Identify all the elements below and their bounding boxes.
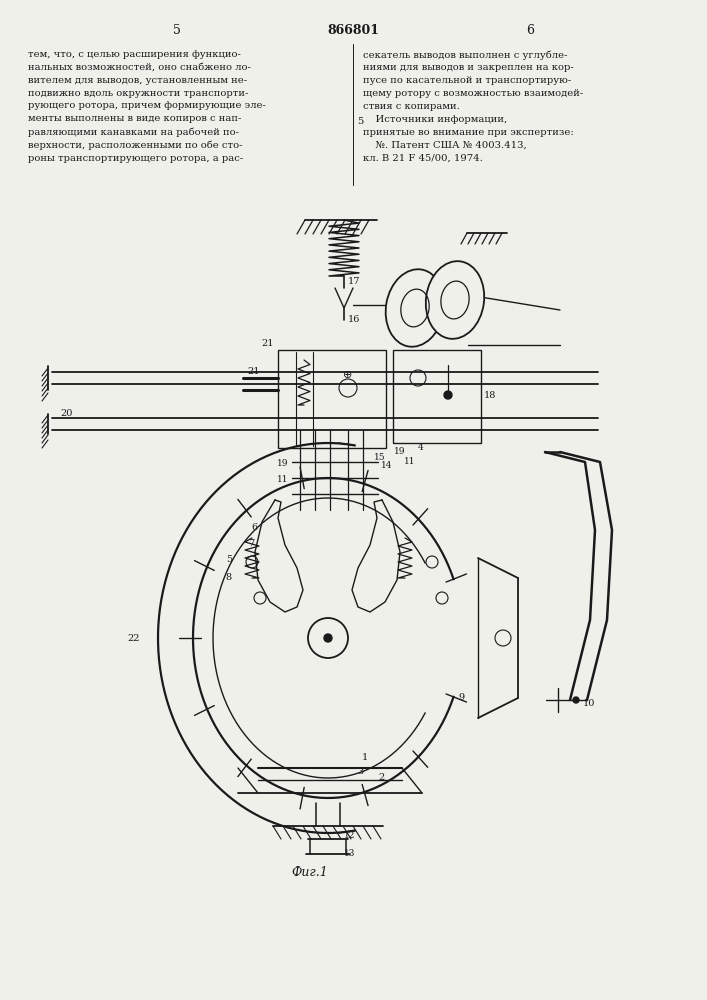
- Text: 20: 20: [60, 408, 72, 418]
- Circle shape: [573, 697, 579, 703]
- Text: 12: 12: [344, 832, 356, 840]
- Circle shape: [444, 391, 452, 399]
- Text: 19: 19: [276, 458, 288, 468]
- Text: 5: 5: [226, 556, 232, 564]
- Text: тем, что, с целью расширения функцио-
нальных возможностей, оно снабжено ло-
вит: тем, что, с целью расширения функцио- на…: [28, 50, 266, 163]
- Text: 19: 19: [394, 448, 406, 456]
- Text: 10: 10: [583, 698, 595, 708]
- Ellipse shape: [385, 269, 445, 347]
- Text: 21: 21: [262, 340, 274, 349]
- Text: 2: 2: [378, 774, 384, 782]
- Text: Фиг.1: Фиг.1: [291, 865, 328, 879]
- Circle shape: [324, 634, 332, 642]
- Text: 16: 16: [348, 316, 361, 324]
- Text: 1: 1: [362, 754, 368, 762]
- Text: 17: 17: [348, 277, 361, 286]
- Ellipse shape: [426, 261, 484, 339]
- Text: 6: 6: [526, 23, 534, 36]
- Text: 866801: 866801: [327, 23, 379, 36]
- Text: 5: 5: [173, 23, 181, 36]
- Text: 14: 14: [381, 460, 392, 470]
- Text: 22: 22: [127, 634, 140, 643]
- Text: 8: 8: [226, 574, 232, 582]
- Text: 9: 9: [458, 694, 464, 702]
- Text: 21: 21: [247, 367, 260, 376]
- Text: 7: 7: [247, 538, 254, 548]
- Text: 6: 6: [252, 522, 258, 532]
- Text: 5: 5: [357, 117, 363, 126]
- Polygon shape: [278, 350, 386, 448]
- Text: 11: 11: [276, 475, 288, 484]
- Polygon shape: [393, 350, 481, 443]
- Text: 15: 15: [374, 452, 385, 462]
- Text: 11: 11: [404, 458, 416, 466]
- Text: ⊕: ⊕: [344, 370, 353, 380]
- Text: 3: 3: [357, 768, 363, 776]
- Text: 13: 13: [344, 850, 356, 858]
- Circle shape: [308, 618, 348, 658]
- Text: секатель выводов выполнен с углубле-
ниями для выводов и закреплен на кор-
пусе : секатель выводов выполнен с углубле- ния…: [363, 50, 583, 162]
- Text: 18: 18: [484, 390, 496, 399]
- Text: 4: 4: [418, 442, 423, 452]
